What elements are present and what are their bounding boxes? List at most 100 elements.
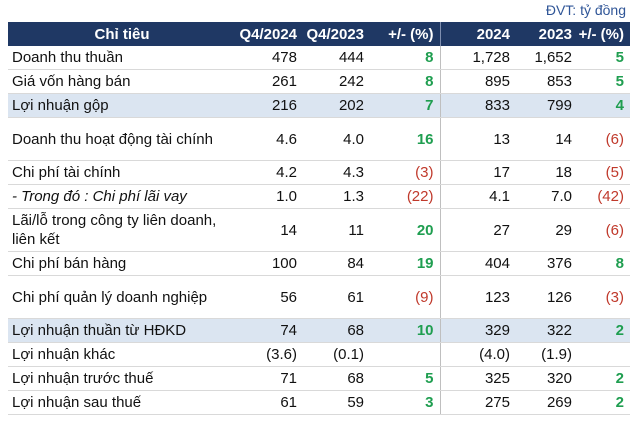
row-label: Lợi nhuận sau thuế <box>8 390 236 415</box>
header-indicator: Chỉ tiêu <box>8 22 236 46</box>
cell-2024: 17 <box>439 160 516 185</box>
table-row: Doanh thu thuần 478 444 8 1,728 1,652 5 <box>8 46 630 70</box>
table-row: Chi phí tài chính 4.2 4.3 (3) 17 18 (5) <box>8 160 630 185</box>
row-label: Chi phí bán hàng <box>8 251 236 276</box>
table-row: Lợi nhuận gộp 216 202 7 833 799 4 <box>8 93 630 118</box>
cell-q4-2023: 1.3 <box>303 184 370 209</box>
table-row: Giá vốn hàng bán 261 242 8 895 853 5 <box>8 69 630 94</box>
cell-2023: 29 <box>516 208 578 252</box>
cell-change-year: 8 <box>578 251 630 276</box>
header-2024: 2024 <box>439 22 516 46</box>
table-row: Lợi nhuận trước thuế 71 68 5 325 320 2 <box>8 366 630 391</box>
cell-q4-2023: (0.1) <box>303 342 370 367</box>
cell-q4-2024: (3.6) <box>236 342 303 367</box>
cell-q4-2024: 216 <box>236 93 303 118</box>
cell-q4-2023: 61 <box>303 275 370 319</box>
table-row: Lãi/lỗ trong công ty liên doanh, liên kế… <box>8 208 630 252</box>
cell-change-quarter: 7 <box>370 93 440 118</box>
cell-q4-2024: 74 <box>236 318 303 343</box>
cell-q4-2023: 4.0 <box>303 117 370 161</box>
cell-q4-2024: 4.2 <box>236 160 303 185</box>
cell-change-quarter: 5 <box>370 366 440 391</box>
table-row: Chi phí quản lý doanh nghiệp 56 61 (9) 1… <box>8 275 630 319</box>
cell-2023: (1.9) <box>516 342 578 367</box>
cell-q4-2023: 4.3 <box>303 160 370 185</box>
cell-2023: 376 <box>516 251 578 276</box>
row-label: Lợi nhuận trước thuế <box>8 366 236 391</box>
row-label: Lợi nhuận gộp <box>8 93 236 118</box>
cell-2024: 123 <box>439 275 516 319</box>
table-row: Lợi nhuận thuần từ HĐKD 74 68 10 329 322… <box>8 318 630 343</box>
table-row: Lợi nhuận sau thuế 61 59 3 275 269 2 <box>8 390 630 415</box>
row-label: Giá vốn hàng bán <box>8 69 236 94</box>
row-label: Lợi nhuận thuần từ HĐKD <box>8 318 236 343</box>
cell-2024: (4.0) <box>439 342 516 367</box>
cell-q4-2024: 71 <box>236 366 303 391</box>
table-header: Chỉ tiêu Q4/2024 Q4/2023 +/- (%) 2024 20… <box>8 22 630 46</box>
cell-q4-2023: 11 <box>303 208 370 252</box>
cell-2024: 895 <box>439 69 516 94</box>
cell-change-quarter: 16 <box>370 117 440 161</box>
cell-2024: 1,728 <box>439 46 516 70</box>
cell-q4-2024: 61 <box>236 390 303 415</box>
cell-2024: 13 <box>439 117 516 161</box>
cell-2023: 14 <box>516 117 578 161</box>
cell-change-year: 5 <box>578 46 630 70</box>
cell-change-year: (6) <box>578 117 630 161</box>
row-label: Chi phí tài chính <box>8 160 236 185</box>
header-change-year: +/- (%) <box>578 22 630 46</box>
cell-q4-2024: 14 <box>236 208 303 252</box>
cell-q4-2023: 68 <box>303 366 370 391</box>
cell-change-year: 5 <box>578 69 630 94</box>
cell-2024: 275 <box>439 390 516 415</box>
cell-2024: 325 <box>439 366 516 391</box>
cell-change-quarter: 8 <box>370 46 440 70</box>
cell-2023: 799 <box>516 93 578 118</box>
cell-change-quarter: 3 <box>370 390 440 415</box>
cell-change-quarter: (3) <box>370 160 440 185</box>
cell-q4-2023: 68 <box>303 318 370 343</box>
row-label: Lãi/lỗ trong công ty liên doanh, liên kế… <box>8 208 236 252</box>
cell-change-quarter: 20 <box>370 208 440 252</box>
row-label: Doanh thu hoạt động tài chính <box>8 117 236 161</box>
cell-2024: 833 <box>439 93 516 118</box>
cell-2024: 329 <box>439 318 516 343</box>
cell-q4-2023: 84 <box>303 251 370 276</box>
table-row: Lợi nhuận khác (3.6) (0.1) (4.0) (1.9) <box>8 342 630 367</box>
cell-2023: 18 <box>516 160 578 185</box>
cell-change-year: 2 <box>578 318 630 343</box>
cell-change-year <box>578 342 630 367</box>
cell-2023: 126 <box>516 275 578 319</box>
cell-2023: 1,652 <box>516 46 578 70</box>
cell-change-year: (6) <box>578 208 630 252</box>
cell-change-year: 2 <box>578 366 630 391</box>
table-row: Chi phí bán hàng 100 84 19 404 376 8 <box>8 251 630 276</box>
row-label: - Trong đó : Chi phí lãi vay <box>8 184 236 209</box>
header-2023: 2023 <box>516 22 578 46</box>
income-statement-table: Chỉ tiêu Q4/2024 Q4/2023 +/- (%) 2024 20… <box>8 22 630 415</box>
cell-2023: 7.0 <box>516 184 578 209</box>
cell-change-quarter: (22) <box>370 184 440 209</box>
cell-q4-2023: 202 <box>303 93 370 118</box>
cell-change-quarter: 8 <box>370 69 440 94</box>
cell-q4-2024: 261 <box>236 69 303 94</box>
cell-q4-2023: 59 <box>303 390 370 415</box>
cell-change-year: 4 <box>578 93 630 118</box>
cell-q4-2024: 478 <box>236 46 303 70</box>
table-row: - Trong đó : Chi phí lãi vay 1.0 1.3 (22… <box>8 184 630 209</box>
cell-2023: 322 <box>516 318 578 343</box>
cell-2023: 269 <box>516 390 578 415</box>
cell-q4-2024: 56 <box>236 275 303 319</box>
header-change-quarter: +/- (%) <box>370 22 440 46</box>
cell-q4-2024: 100 <box>236 251 303 276</box>
cell-q4-2024: 4.6 <box>236 117 303 161</box>
cell-change-quarter: 19 <box>370 251 440 276</box>
cell-change-quarter: 10 <box>370 318 440 343</box>
row-label: Doanh thu thuần <box>8 46 236 70</box>
header-q4-2024: Q4/2024 <box>236 22 303 46</box>
cell-change-year: (42) <box>578 184 630 209</box>
cell-q4-2024: 1.0 <box>236 184 303 209</box>
cell-2024: 27 <box>439 208 516 252</box>
cell-change-year: (5) <box>578 160 630 185</box>
header-q4-2023: Q4/2023 <box>303 22 370 46</box>
